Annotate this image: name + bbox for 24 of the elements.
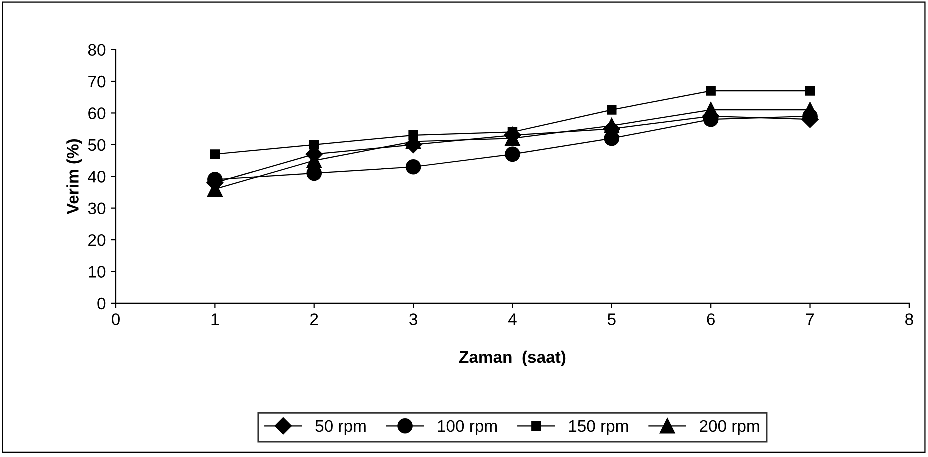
x-tick-label: 8 (906, 314, 914, 326)
x-tick-label: 0 (112, 314, 120, 326)
legend-label: 200 rpm (700, 420, 760, 436)
x-tick-label: 1 (212, 314, 219, 326)
y-tick-label: 50 (88, 139, 106, 152)
x-tick-label: 7 (806, 314, 814, 326)
y-tick-label: 70 (88, 76, 106, 88)
x-tick-label: 6 (707, 314, 715, 326)
x-tick-label: 3 (410, 314, 418, 326)
x-tick-label: 4 (508, 314, 517, 326)
y-tick-label: 10 (89, 266, 106, 278)
legend-label: 150 rpm (569, 420, 628, 436)
y-tick-label: 80 (88, 44, 106, 56)
x-tick-label: 2 (310, 314, 318, 326)
x-axis-title: Zaman (saat) (460, 350, 566, 366)
y-axis-title: Verim (%) (66, 139, 82, 214)
y-tick-label: 0 (98, 298, 106, 310)
legend-label: 100 rpm (438, 420, 497, 436)
y-tick-label: 20 (88, 234, 106, 246)
x-tick-label: 5 (608, 314, 616, 326)
y-tick-label: 60 (88, 108, 106, 120)
legend-label: 50 rpm (316, 420, 366, 436)
y-tick-label: 40 (88, 171, 106, 183)
y-tick-label: 30 (88, 202, 106, 215)
